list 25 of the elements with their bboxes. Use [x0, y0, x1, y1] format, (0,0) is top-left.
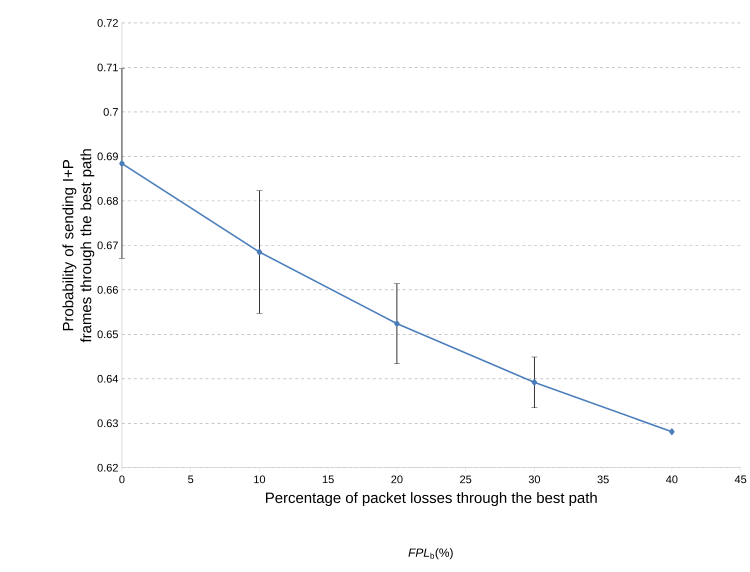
- y-tick-label: 0.71: [98, 64, 118, 72]
- x-axis-title: Percentage of packet losses through the best path: [266, 492, 597, 506]
- y-tick-label: 0.62: [98, 464, 118, 472]
- x-tick-label: 45: [734, 476, 746, 484]
- y-tick-label: 0.68: [98, 197, 118, 205]
- x-tick-label: 0: [119, 476, 125, 484]
- x-tick-label: 20: [391, 476, 403, 484]
- x-tick-label: 10: [254, 476, 266, 484]
- text: FPL$_{b}$(%): [408, 548, 453, 560]
- y-tick-label: 0.7: [104, 108, 118, 116]
- y-tick-label: 0.63: [98, 420, 118, 428]
- x-tick-label: 5: [188, 476, 194, 484]
- x-tick-label: 40: [666, 476, 678, 484]
- y-tick-label: 0.72: [98, 19, 118, 28]
- x-tick-label: 35: [597, 476, 609, 484]
- y-tick-label: 0.64: [98, 375, 118, 383]
- y-tick-label: 0.69: [98, 152, 118, 160]
- x-tick-label: 30: [528, 476, 540, 484]
- x-tick-label: 15: [322, 476, 334, 484]
- y-tick-label: 0.65: [98, 330, 118, 338]
- y-axis-title: Probability of sending I+P frames through the best path: [62, 149, 94, 342]
- x-tick-label: 25: [460, 476, 472, 484]
- point: [669, 428, 675, 436]
- y-tick-label: 0.66: [98, 286, 118, 294]
- y-tick-label: 0.67: [98, 242, 118, 250]
